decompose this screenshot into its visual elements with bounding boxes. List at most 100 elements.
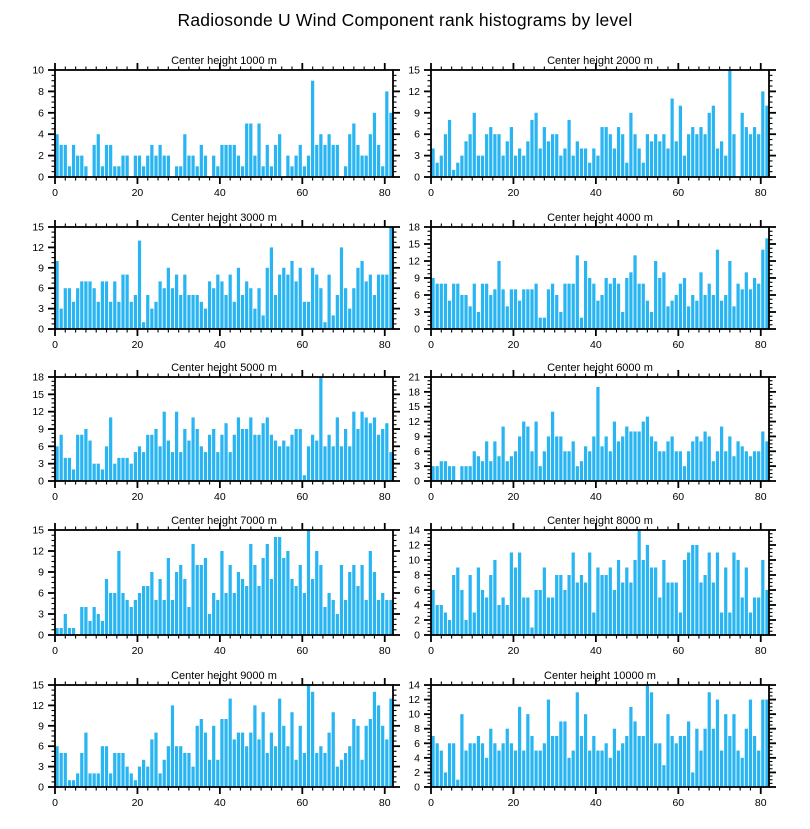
bar <box>109 144 113 177</box>
bar <box>376 434 381 481</box>
bar <box>654 261 658 329</box>
bar <box>674 582 678 635</box>
bar <box>732 714 736 787</box>
y-tick-label: 12 <box>408 416 420 428</box>
bar <box>526 714 530 787</box>
bar <box>368 274 372 329</box>
y-tick-label: 12 <box>32 546 44 558</box>
bar <box>695 134 699 177</box>
bar <box>715 148 720 177</box>
bar <box>447 300 452 329</box>
x-tick-label: 40 <box>590 491 602 503</box>
bar <box>464 620 468 635</box>
bar <box>460 590 464 635</box>
bar <box>158 446 162 481</box>
bar <box>732 552 736 635</box>
bar <box>261 558 265 635</box>
bar <box>612 278 617 329</box>
bar <box>298 565 302 635</box>
bar <box>761 91 765 177</box>
bar <box>497 605 501 635</box>
bar <box>343 288 348 329</box>
bar <box>84 166 88 177</box>
bar <box>662 272 666 329</box>
bar <box>728 261 732 329</box>
bar <box>559 721 563 787</box>
bar <box>199 144 203 177</box>
bar <box>542 127 546 177</box>
bar <box>550 283 555 329</box>
bar <box>497 750 501 787</box>
bar <box>315 551 319 635</box>
bar <box>290 434 294 481</box>
bar <box>249 544 253 635</box>
x-tick-label: 0 <box>52 797 58 809</box>
bar <box>183 429 187 481</box>
bar <box>526 426 530 481</box>
bar <box>323 144 327 177</box>
bar <box>253 434 257 481</box>
bar <box>158 281 162 329</box>
y-tick-label: 6 <box>38 588 44 600</box>
bar <box>158 579 162 635</box>
y-tick-label: 21 <box>408 372 420 384</box>
bar <box>658 597 662 635</box>
bar <box>261 166 265 177</box>
bar <box>707 283 711 329</box>
bar <box>92 607 96 635</box>
bar <box>505 461 509 481</box>
bar <box>356 586 360 635</box>
bar <box>166 440 170 481</box>
bar <box>84 732 88 787</box>
y-tick-label: 10 <box>32 65 44 77</box>
bar <box>480 743 485 787</box>
x-tick-label: 60 <box>672 339 684 351</box>
bar <box>356 429 360 481</box>
bar <box>315 440 319 481</box>
bar <box>654 567 658 635</box>
bar <box>63 614 67 635</box>
bar <box>460 466 464 481</box>
bar <box>146 766 150 787</box>
bar <box>637 148 641 177</box>
bar <box>674 451 678 481</box>
bar <box>282 558 286 635</box>
bar <box>608 451 612 481</box>
bar <box>216 452 220 481</box>
bar <box>117 551 121 635</box>
bar <box>476 567 481 635</box>
bar <box>166 558 170 635</box>
bar <box>121 457 125 481</box>
bar <box>711 582 715 635</box>
bar <box>249 732 253 787</box>
bar <box>435 605 439 635</box>
bar <box>485 134 489 177</box>
bar <box>117 301 121 329</box>
bar <box>621 436 625 481</box>
subplot-center-height-3000-m: Center height 3000 m 0 20 40 60 80 0 3 6 9 12 15 <box>32 212 400 351</box>
x-tick-label: 80 <box>379 187 391 199</box>
bar <box>752 278 757 329</box>
bar <box>505 728 509 787</box>
bar <box>513 750 518 787</box>
bar <box>674 295 678 329</box>
bar <box>625 426 629 481</box>
bar <box>212 593 216 635</box>
bar <box>493 441 497 481</box>
bar <box>376 705 381 787</box>
bar <box>715 249 720 329</box>
y-tick-label: 3 <box>38 303 44 315</box>
bar <box>596 567 600 635</box>
bar <box>501 426 505 481</box>
bar <box>212 288 216 329</box>
bar <box>294 155 298 177</box>
bar <box>678 736 682 787</box>
bar <box>724 714 728 787</box>
bar <box>542 317 546 329</box>
bar <box>509 127 513 177</box>
x-tick-label: 80 <box>755 491 767 503</box>
bar <box>207 759 212 787</box>
bar <box>249 417 253 481</box>
bar <box>715 552 720 635</box>
bar <box>104 446 109 481</box>
